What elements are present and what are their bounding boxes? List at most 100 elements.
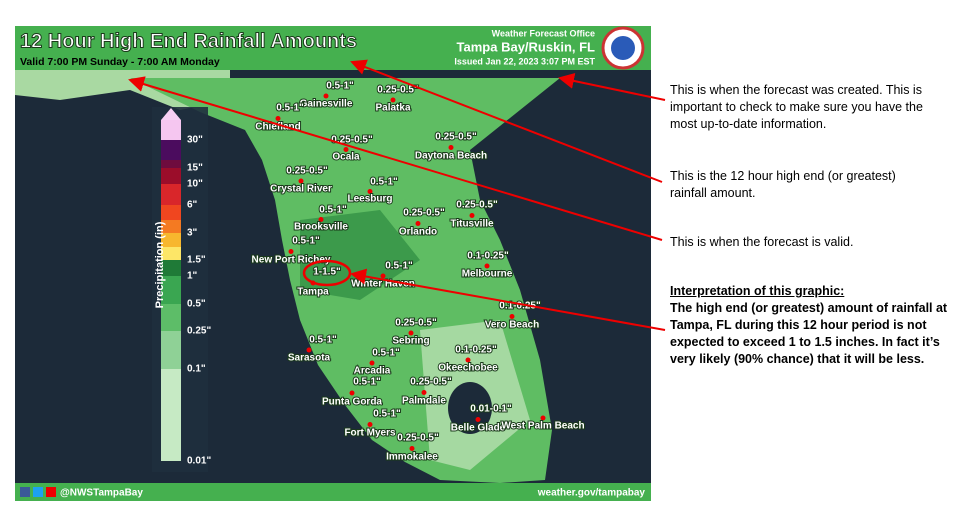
note-interpretation-title: Interpretation of this graphic:: [670, 284, 845, 298]
legend-tick-label: 0.1": [187, 364, 206, 375]
city-dot: [484, 263, 490, 269]
city-name: Okeechobee: [438, 363, 498, 374]
city-dot: [367, 422, 373, 427]
city-amount: 0.1-0.25": [455, 345, 497, 356]
city-dot: [298, 178, 304, 184]
lake-okeechobee: [448, 382, 492, 434]
legend-cap: [161, 108, 181, 120]
city-amount: 0.25-0.5": [377, 85, 419, 96]
city-name: Daytona Beach: [415, 151, 487, 162]
city-name: Crystal River: [270, 184, 332, 195]
arrow-created: [558, 73, 666, 101]
legend-ticks: 30" 15" 10" 6" 3" 1.5" 1" 0.5" 0.25" 0.1" 0.01": [187, 135, 211, 467]
city-amount: 0.25-0.5": [286, 166, 328, 177]
city-name: Palmdale: [402, 396, 446, 407]
footer-handle: @NWSTampaBay: [60, 488, 143, 499]
city-amount: 0.25-0.5": [397, 433, 439, 444]
city-dot: [369, 360, 375, 366]
legend-tick-label: 0.25": [187, 326, 211, 337]
city-amount: 0.5-1": [370, 177, 398, 188]
legend-tick-label: 1": [187, 271, 198, 282]
city-name: Immokalee: [386, 452, 438, 463]
city-name: Ocala: [332, 152, 360, 163]
legend-swatch: [161, 120, 181, 140]
twitter-icon: [33, 487, 43, 497]
issued-time: Issued Jan 22, 2023 3:07 PM EST: [454, 56, 595, 66]
arrow-valid: [128, 76, 663, 241]
legend-tick-label: 3": [187, 228, 198, 239]
city-amount: 0.5-1": [319, 205, 347, 216]
city-amount: 0.5-1": [309, 335, 337, 346]
city-name: Palatka: [375, 103, 410, 114]
cities: 0.5-1"Gainesville0.25-0.5"Palatka0.5-1"C…: [251, 80, 586, 464]
city-dot: [380, 273, 386, 279]
header-band: [15, 26, 651, 70]
city-amount: 0.5-1": [276, 103, 304, 114]
legend-swatch: [161, 160, 181, 168]
legend-swatch: [161, 331, 181, 369]
city-dot: [475, 417, 481, 422]
heavier-rain-area: [300, 210, 420, 300]
arrow-amount: [350, 59, 663, 183]
legend-swatch: [161, 168, 181, 184]
legend-tick-label: 0.5": [187, 299, 206, 310]
city-amount: 0.5-1": [326, 81, 354, 92]
city-dot: [415, 221, 421, 226]
city-dot: [349, 390, 355, 396]
city-amount: 0.25-0.5": [395, 318, 437, 329]
city-name: Gainesville: [300, 99, 353, 110]
legend-swatch: [161, 369, 181, 461]
tampa-highlight: [302, 259, 352, 287]
city-name: Brooksville: [294, 222, 348, 233]
city-amount: 0.25-0.5": [331, 135, 373, 146]
city-dot: [409, 446, 415, 451]
city-name: Arcadia: [354, 366, 391, 377]
city-name: Titusville: [450, 219, 494, 230]
city-dot: [469, 213, 475, 218]
legend-swatch: [161, 220, 181, 233]
footer-url: weather.gov/tampabay: [537, 488, 646, 499]
legend-swatch: [161, 184, 181, 205]
city-name: Orlando: [399, 227, 437, 238]
legend-label: Precipitation (in): [154, 221, 166, 308]
facebook-icon: [20, 487, 30, 497]
city-dot: [275, 116, 281, 121]
city-name: West Palm Beach: [501, 421, 584, 432]
city-name: Fort Myers: [344, 428, 396, 439]
legend-swatch: [161, 260, 181, 276]
office-label: Weather Forecast Office: [492, 28, 595, 38]
city-amount: 0.25-0.5": [456, 200, 498, 211]
city-amount: 0.5-1": [353, 377, 381, 388]
city-dot: [448, 145, 454, 150]
valid-time: Valid 7:00 PM Sunday - 7:00 AM Monday: [20, 56, 220, 68]
city-name: Leesburg: [347, 194, 392, 205]
legend-swatch: [161, 205, 181, 220]
city-name: Melbourne: [462, 269, 513, 280]
city-dot: [465, 357, 471, 363]
legend-bar: [161, 108, 181, 461]
legend-swatch: [161, 140, 181, 160]
legend-tick-label: 6": [187, 200, 198, 211]
city-dot: [323, 93, 329, 99]
city-name: New Port Richey: [252, 255, 331, 266]
city-name: Punta Gorda: [322, 397, 382, 408]
city-name: Vero Beach: [485, 320, 539, 331]
legend-tick-label: 10": [187, 179, 203, 190]
legend-tick-label: 15": [187, 163, 203, 174]
city-dot: [318, 217, 324, 222]
city-amount: 0.5-1": [385, 261, 413, 272]
office-name: Tampa Bay/Ruskin, FL: [457, 39, 596, 54]
city-name: Sebring: [392, 336, 429, 347]
city-dot: [421, 390, 427, 395]
city-amount: 0.01-0.1": [470, 404, 512, 415]
city-amount: 0.5-1": [373, 409, 401, 420]
legend-tick-label: 0.01": [187, 456, 211, 467]
city-amount: 1-1.5": [313, 267, 341, 278]
city-dot: [509, 314, 515, 319]
title: 12 Hour High End Rainfall Amounts: [20, 30, 357, 52]
city-amount: 0.1-0.25": [467, 251, 509, 262]
city-dot: [288, 249, 294, 254]
youtube-icon: [46, 487, 56, 497]
legend-swatch: [161, 304, 181, 331]
note-amount: This is the 12 hour high end (or greates…: [670, 169, 896, 200]
